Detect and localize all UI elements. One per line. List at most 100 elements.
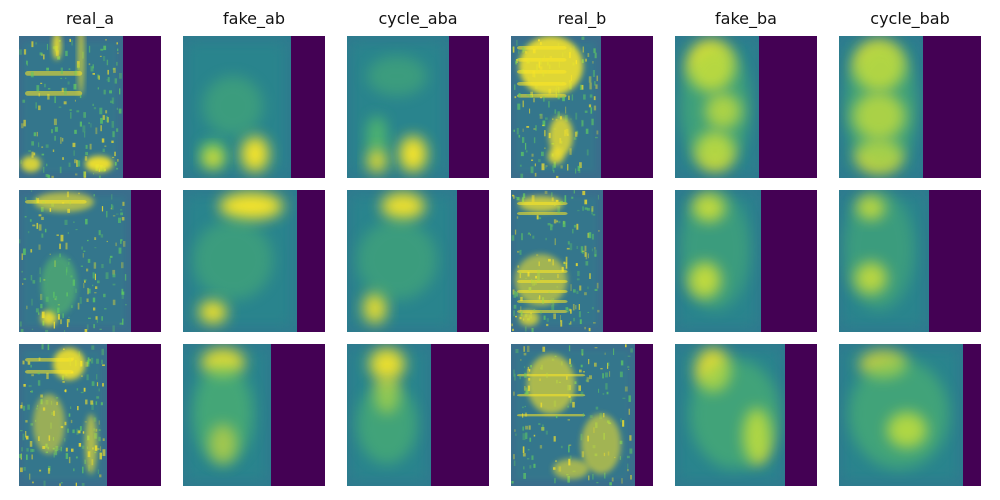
energy-region bbox=[367, 116, 387, 156]
padding-region bbox=[603, 190, 653, 332]
padding-region bbox=[131, 190, 161, 332]
energy-peak bbox=[199, 300, 227, 324]
energy-peak bbox=[581, 414, 621, 474]
spectrogram-panel-cycle-aba-row-2 bbox=[347, 190, 489, 332]
energy-peak bbox=[78, 36, 84, 96]
spectrogram-image bbox=[511, 190, 653, 332]
energy-region bbox=[41, 255, 77, 315]
energy-region bbox=[357, 384, 417, 464]
energy-peak bbox=[85, 414, 97, 474]
column-title-fake-ab: fake_ab bbox=[223, 9, 285, 28]
spectrogram-image bbox=[347, 344, 489, 486]
padding-region bbox=[601, 36, 653, 178]
energy-peak bbox=[53, 348, 85, 380]
spectrogram-image bbox=[511, 344, 653, 486]
spectrogram-panel-real-a-row-3 bbox=[19, 344, 161, 486]
energy-region bbox=[680, 190, 750, 310]
spectrogram-image bbox=[183, 190, 325, 332]
energy-peak bbox=[209, 424, 237, 464]
spectrogram-image bbox=[675, 190, 817, 332]
energy-region bbox=[690, 359, 780, 469]
energy-peak bbox=[548, 148, 564, 164]
energy-region bbox=[193, 364, 253, 464]
padding-region bbox=[761, 190, 817, 332]
energy-peak bbox=[34, 192, 94, 212]
spectrogram-panel-fake-ab-row-2 bbox=[183, 190, 325, 332]
spectrogram-panel-real-b-row-3 bbox=[511, 344, 653, 486]
energy-peak bbox=[381, 192, 425, 220]
energy-peak bbox=[369, 348, 405, 380]
energy-region bbox=[849, 359, 949, 469]
spectrogram-image bbox=[347, 190, 489, 332]
spectrogram-panel-fake-ab-row-1 bbox=[183, 36, 325, 178]
spectrogram-panel-cycle-bab-row-1 bbox=[839, 36, 981, 178]
energy-peak bbox=[21, 156, 41, 172]
spectrogram-panel-cycle-bab-row-3 bbox=[839, 344, 981, 486]
spectrogram-image bbox=[675, 36, 817, 178]
spectrogram-image bbox=[839, 36, 981, 178]
spectrogram-panel-cycle-aba-row-1 bbox=[347, 36, 489, 178]
spectrogram-panel-fake-ba-row-3 bbox=[675, 344, 817, 486]
spectrogram-image bbox=[347, 36, 489, 178]
energy-peak bbox=[367, 149, 387, 173]
padding-region bbox=[963, 344, 981, 486]
padding-region bbox=[923, 36, 981, 178]
energy-peak bbox=[399, 136, 427, 172]
spectrogram-image bbox=[183, 344, 325, 486]
spectrogram-image bbox=[183, 36, 325, 178]
energy-peak bbox=[33, 394, 65, 454]
spectrogram-panel-fake-ba-row-2 bbox=[675, 190, 817, 332]
energy-peak bbox=[41, 310, 57, 326]
spectrogram-panel-real-b-row-2 bbox=[511, 190, 653, 332]
energy-peak bbox=[519, 36, 583, 96]
energy-peak bbox=[553, 459, 589, 479]
spectrogram-panel-fake-ab-row-3 bbox=[183, 344, 325, 486]
energy-peak bbox=[219, 192, 283, 220]
energy-peak bbox=[519, 196, 563, 212]
column-title-cycle-aba: cycle_aba bbox=[378, 9, 458, 28]
spectrogram-panel-real-a-row-1 bbox=[19, 36, 161, 178]
spectrogram-image bbox=[675, 344, 817, 486]
spectrogram-panel-fake-ba-row-1 bbox=[675, 36, 817, 178]
energy-peak bbox=[527, 354, 575, 414]
spectrogram-panel-real-b-row-1 bbox=[511, 36, 653, 178]
spectrogram-image bbox=[839, 190, 981, 332]
spectrogram-panel-cycle-bab-row-2 bbox=[839, 190, 981, 332]
energy-peak bbox=[519, 310, 539, 326]
column-title-fake-ba: fake_ba bbox=[715, 9, 777, 28]
padding-region bbox=[297, 190, 325, 332]
spectrogram-image bbox=[839, 344, 981, 486]
spectrogram-panel-real-a-row-2 bbox=[19, 190, 161, 332]
energy-region bbox=[680, 46, 750, 166]
energy-peak bbox=[85, 156, 113, 172]
spectrogram-image bbox=[19, 344, 161, 486]
spectrogram-panel-cycle-aba-row-3 bbox=[347, 344, 489, 486]
energy-peak bbox=[515, 254, 567, 306]
spectrogram-image bbox=[19, 190, 161, 332]
energy-region bbox=[844, 190, 914, 310]
padding-region bbox=[929, 190, 981, 332]
padding-region bbox=[457, 190, 489, 332]
column-title-cycle-bab: cycle_bab bbox=[870, 9, 950, 28]
padding-region bbox=[635, 344, 653, 486]
padding-region bbox=[271, 344, 325, 486]
energy-peak bbox=[203, 148, 223, 168]
padding-region bbox=[759, 36, 817, 178]
energy-region bbox=[367, 56, 427, 96]
padding-region bbox=[431, 344, 489, 486]
padding-region bbox=[785, 344, 817, 486]
energy-peak bbox=[549, 116, 573, 156]
padding-region bbox=[291, 36, 325, 178]
energy-peak bbox=[241, 136, 269, 172]
energy-region bbox=[193, 220, 273, 300]
spectrogram-image bbox=[19, 36, 161, 178]
energy-peak bbox=[53, 36, 61, 60]
padding-region bbox=[107, 344, 161, 486]
energy-peak bbox=[363, 292, 387, 324]
padding-region bbox=[123, 36, 161, 178]
energy-region bbox=[357, 220, 437, 300]
energy-region bbox=[845, 44, 917, 168]
column-title-real-b: real_b bbox=[557, 9, 607, 28]
spectrogram-image bbox=[511, 36, 653, 178]
energy-region bbox=[203, 76, 263, 136]
